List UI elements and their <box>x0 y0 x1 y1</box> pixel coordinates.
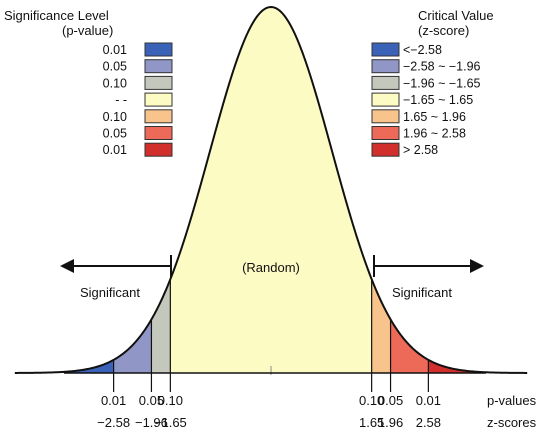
right-legend-swatch-7 <box>371 142 400 157</box>
left-legend-swatch-1 <box>144 42 173 57</box>
left-legend-label-2: 0.05 <box>103 60 127 74</box>
right-legend-label-6: 1.96 ~ 2.58 <box>403 127 466 141</box>
p-value-tick-label: 0.01 <box>101 393 126 408</box>
right-legend-swatch-1 <box>371 42 400 57</box>
region-boundaries <box>113 279 429 373</box>
p-value-tick-label: 0.10 <box>158 393 183 408</box>
right-legend-swatch-2 <box>371 59 400 74</box>
bell-curve <box>14 5 528 374</box>
right-legend-label-1: <−2.58 <box>403 43 442 57</box>
right-legend: <−2.58 −2.58 ~ −1.96 −1.96 ~ −1.65 −1.65 ~ … <box>371 42 481 157</box>
p-value-tick-label: 0.05 <box>139 393 164 408</box>
left-legend-swatch-7 <box>144 142 173 157</box>
p-value-tick-label: 0.10 <box>359 393 384 408</box>
right-legend-label-2: −2.58 ~ −1.96 <box>403 60 481 74</box>
right-legend-label-5: 1.65 ~ 1.96 <box>403 110 466 124</box>
left-legend: 0.01 0.05 0.10 - - 0.10 0.05 0.01 <box>103 42 173 157</box>
left-legend-subtitle: (p-value) <box>62 23 113 38</box>
left-legend-label-1: 0.01 <box>103 43 127 57</box>
left-legend-title: Significance Level <box>4 8 109 23</box>
left-legend-label-4: - - <box>115 93 127 107</box>
left-legend-label-6: 0.05 <box>103 127 127 141</box>
left-legend-swatch-2 <box>144 59 173 74</box>
p-values-axis-label: p-values <box>487 393 537 408</box>
left-significant-label: Significant <box>80 285 140 300</box>
z-score-tick-label: 1.65 <box>359 415 384 430</box>
right-legend-title: Critical Value <box>418 8 494 23</box>
right-significant-label: Significant <box>392 285 452 300</box>
right-legend-subtitle: (z-score) <box>418 23 469 38</box>
left-legend-swatch-3 <box>144 75 173 90</box>
left-legend-swatch-5 <box>144 109 173 124</box>
z-score-tick-label: −2.58 <box>97 415 130 430</box>
p-value-tick-label: 0.05 <box>378 393 403 408</box>
left-significant-arrow <box>60 255 172 277</box>
z-scores-axis-label: z-scores <box>487 415 537 430</box>
left-legend-swatch-6 <box>144 126 173 140</box>
z-score-tick-label: −1.65 <box>154 415 187 430</box>
right-legend-label-3: −1.96 ~ −1.65 <box>403 76 481 90</box>
tick-labels: 0.01 −2.58 0.05 −1.96 0.10 −1.65 0.10 1.65 0.05 1… <box>97 393 441 430</box>
curve-region-3 <box>151 279 171 373</box>
left-legend-label-5: 0.10 <box>103 110 127 124</box>
p-value-tick-label: 0.01 <box>416 393 441 408</box>
right-legend-swatch-4 <box>371 92 400 107</box>
right-legend-swatch-5 <box>371 109 400 124</box>
left-legend-label-7: 0.01 <box>103 143 127 157</box>
left-legend-swatch-4 <box>144 92 173 107</box>
right-legend-swatch-6 <box>371 126 400 140</box>
right-significant-arrow <box>373 255 484 277</box>
z-score-tick-label: 2.58 <box>416 415 441 430</box>
right-legend-swatch-3 <box>371 75 400 90</box>
curve-region-4 <box>170 7 372 374</box>
right-legend-label-4: −1.65 ~ 1.65 <box>403 93 473 107</box>
left-legend-label-3: 0.10 <box>103 76 127 90</box>
z-score-tick-label: 1.96 <box>378 415 403 430</box>
z-score-tick-label: −1.96 <box>135 415 168 430</box>
random-label: (Random) <box>242 260 300 275</box>
right-legend-label-7: > 2.58 <box>403 143 438 157</box>
curve-region-5 <box>371 279 391 373</box>
tick-marks <box>113 373 429 392</box>
